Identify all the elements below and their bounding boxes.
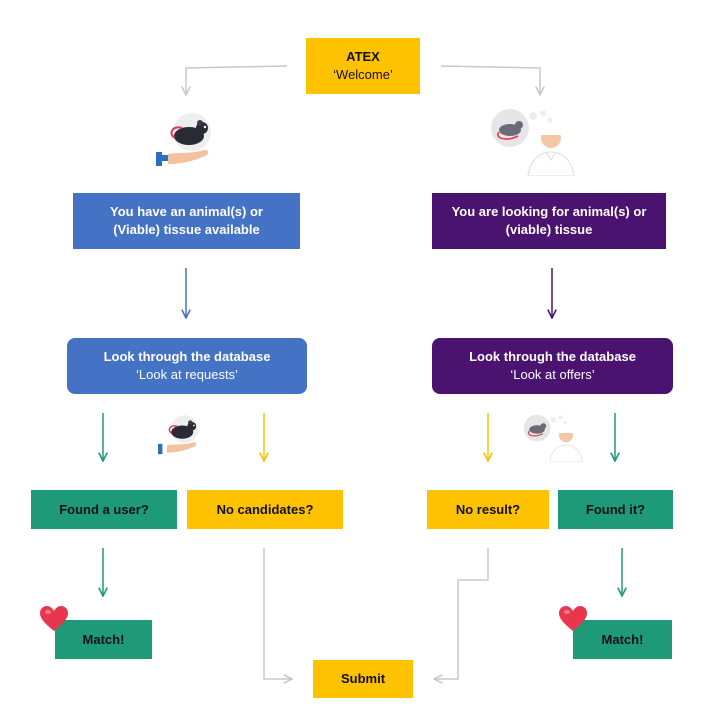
- submit-box: Submit: [313, 660, 413, 698]
- start-subtitle: ‘Welcome’: [333, 67, 393, 82]
- right-intro-text: You are looking for animal(s) or (viable…: [451, 204, 647, 237]
- left-database-title: Look through the database: [103, 349, 271, 364]
- left-found-text: Found a user?: [59, 501, 149, 517]
- left-found-box: Found a user?: [31, 490, 177, 529]
- heart-icon: [40, 606, 68, 631]
- left-none-box: No candidates?: [187, 490, 343, 529]
- person-thinking-of-rat-icon: [523, 414, 583, 462]
- left-database-subtitle: ‘Look at requests’: [136, 367, 238, 382]
- rat-on-hand-icon: [156, 113, 211, 166]
- right-found-box: Found it?: [558, 490, 673, 529]
- start-title: ATEX: [346, 49, 380, 64]
- connector-right-submit: [434, 548, 489, 679]
- connector-start-left: [186, 65, 288, 95]
- person-thinking-of-rat-icon: [491, 109, 575, 176]
- connector-start-right: [440, 65, 540, 95]
- right-none-box: No result?: [427, 490, 549, 529]
- right-database-subtitle: ‘Look at offers’: [510, 367, 595, 382]
- right-found-text: Found it?: [585, 501, 646, 517]
- rat-on-hand-icon: [158, 415, 199, 455]
- right-match-box: Match!: [573, 620, 672, 659]
- left-match-box: Match!: [55, 620, 152, 659]
- submit-text: Submit: [340, 671, 386, 686]
- right-database-title: Look through the database: [469, 349, 636, 364]
- right-none-text: No result?: [455, 501, 521, 517]
- right-match-text: Match!: [601, 631, 644, 647]
- left-match-text: Match!: [82, 631, 125, 647]
- connector-left-submit: [263, 548, 292, 679]
- right-database-box: Look through the database ‘Look at offer…: [432, 338, 673, 394]
- left-database-box: Look through the database ‘Look at reque…: [67, 338, 307, 394]
- heart-icon: [559, 606, 587, 631]
- right-intro-box: You are looking for animal(s) or (viable…: [432, 193, 666, 249]
- left-intro-box: You have an animal(s) or (Viable) tissue…: [73, 193, 300, 249]
- start-box: ATEX ‘Welcome’: [306, 38, 420, 94]
- left-none-text: No candidates?: [216, 501, 314, 517]
- left-intro-text: You have an animal(s) or (Viable) tissue…: [110, 204, 263, 237]
